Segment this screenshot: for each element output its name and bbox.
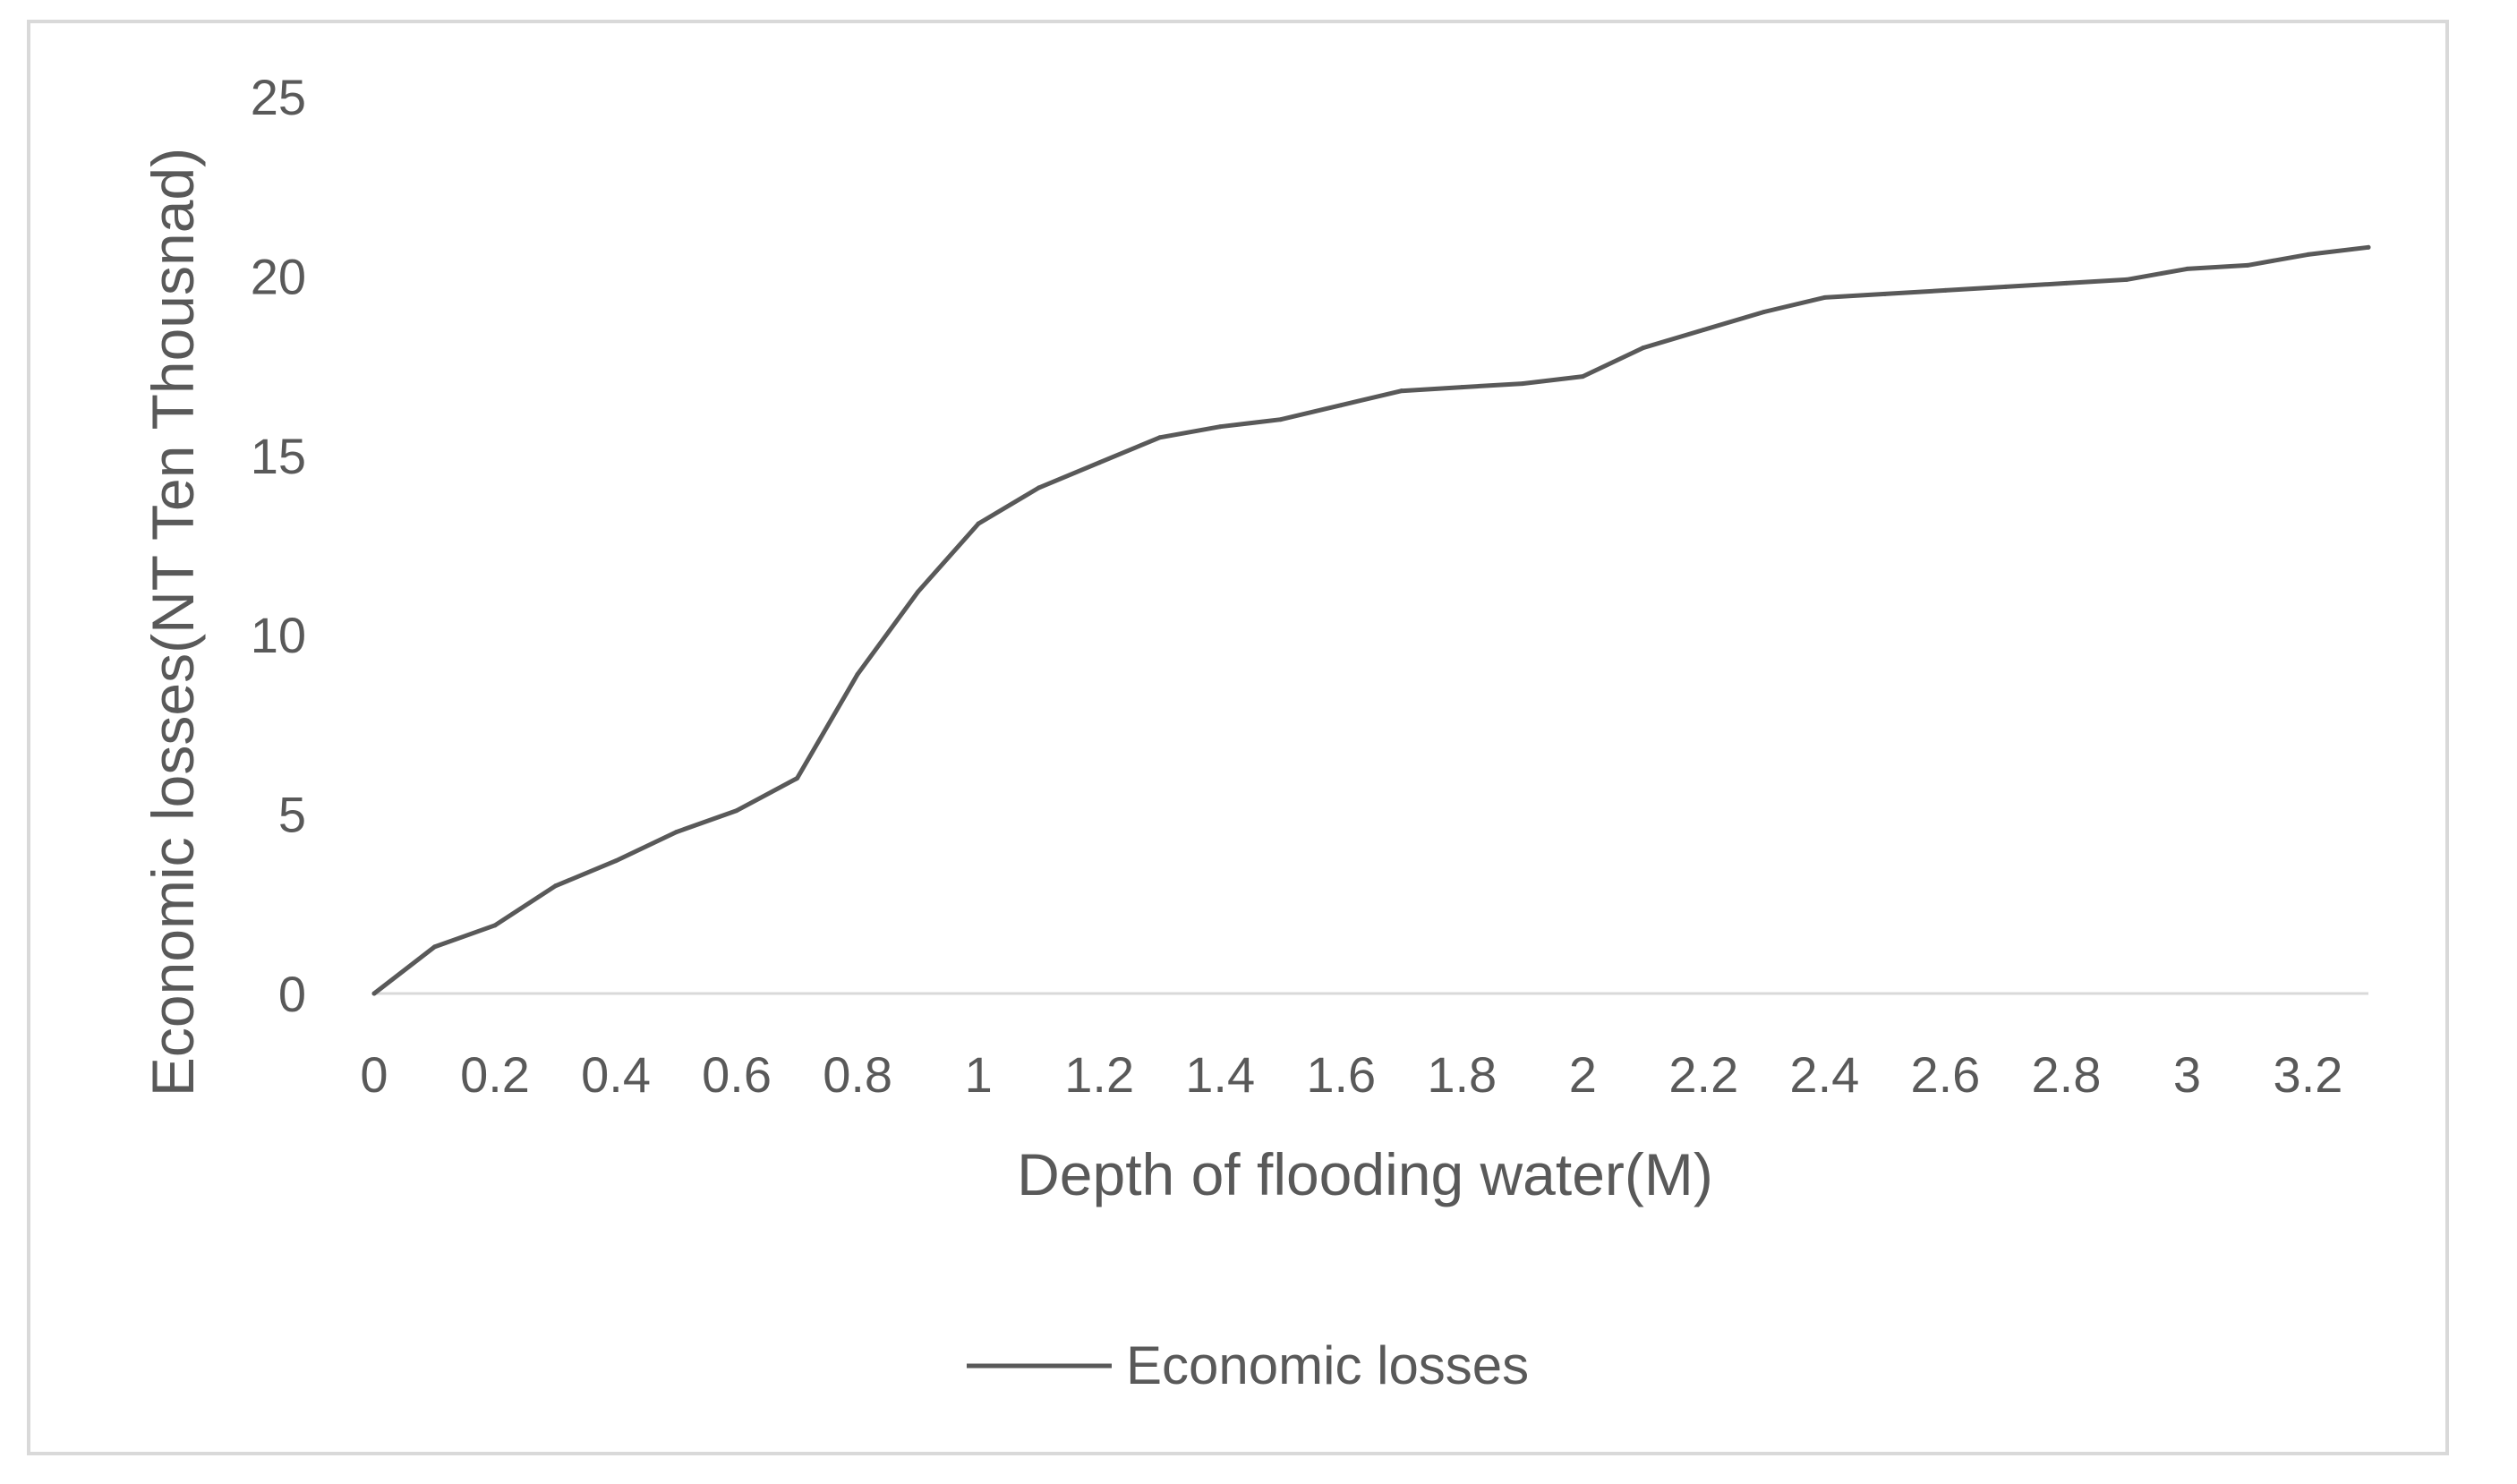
data-point <box>855 671 860 677</box>
x-tick-label: 1.8 <box>1427 1046 1497 1103</box>
data-point <box>2003 284 2009 289</box>
x-tick-label: 2 <box>1569 1046 1597 1103</box>
data-point <box>1157 435 1163 440</box>
data-point <box>734 808 739 814</box>
y-tick-label: 25 <box>251 69 306 125</box>
x-tick-label: 0.2 <box>460 1046 530 1103</box>
data-point <box>371 991 377 996</box>
legend: Economic losses <box>967 1335 1529 1395</box>
x-tick-label: 1 <box>965 1046 993 1103</box>
data-point <box>492 923 498 928</box>
legend-label: Economic losses <box>1126 1335 1529 1395</box>
data-point <box>916 589 921 594</box>
x-tick-label: 3.2 <box>2274 1046 2343 1103</box>
data-point <box>1037 485 1042 490</box>
x-tick-label: 0.6 <box>702 1046 772 1103</box>
x-tick-label: 1.2 <box>1064 1046 1134 1103</box>
data-point <box>795 776 800 781</box>
y-axis-ticks: 0 5 10 15 20 25 <box>251 69 306 1022</box>
x-tick-label: 0 <box>360 1046 388 1103</box>
data-point <box>1942 287 1948 293</box>
data-point <box>613 858 619 864</box>
data-point <box>2184 266 2189 271</box>
data-point <box>1580 374 1585 380</box>
data-point <box>1641 345 1646 351</box>
x-tick-label: 0.4 <box>581 1046 651 1103</box>
x-axis-ticks: 0 0.2 0.4 0.6 0.8 1 1.2 1.4 1.6 1.8 2 2.2 2.4 2.6 2.8 3… <box>360 1046 2342 1103</box>
data-point <box>1701 328 1706 333</box>
y-axis-title: Economic losses(NT Ten Thousnad) <box>140 148 206 1096</box>
data-point <box>553 883 559 889</box>
x-tick-label: 0.8 <box>823 1046 892 1103</box>
data-point <box>1217 424 1223 430</box>
chart-frame <box>27 20 2449 1455</box>
data-point <box>1882 291 1888 296</box>
y-tick-label: 5 <box>278 787 306 843</box>
data-point <box>2366 244 2371 250</box>
x-tick-label: 2.6 <box>1910 1046 1980 1103</box>
data-point <box>2245 262 2250 268</box>
series-line <box>371 244 2371 996</box>
data-point <box>1459 385 1464 390</box>
x-tick-label: 1.6 <box>1306 1046 1376 1103</box>
data-point <box>1399 388 1404 394</box>
y-tick-label: 10 <box>251 607 306 663</box>
data-point <box>1338 403 1344 408</box>
data-point <box>1278 417 1284 422</box>
y-tick-label: 0 <box>278 966 306 1022</box>
x-tick-label: 3 <box>2173 1046 2201 1103</box>
data-point <box>2063 280 2069 286</box>
x-tick-label: 2.8 <box>2031 1046 2101 1103</box>
data-point <box>1822 294 1827 300</box>
data-point <box>1520 381 1525 387</box>
x-tick-label: 1.4 <box>1185 1046 1255 1103</box>
data-point <box>674 830 679 835</box>
data-point <box>432 944 438 950</box>
data-point <box>2124 277 2129 282</box>
x-tick-label: 2.4 <box>1789 1046 1859 1103</box>
data-point <box>2305 252 2310 257</box>
data-point <box>1096 460 1102 465</box>
series-layer <box>371 244 2371 996</box>
x-tick-label: 2.2 <box>1668 1046 1738 1103</box>
x-axis-title: Depth of flooding water(M) <box>1017 1141 1713 1207</box>
data-point <box>1762 309 1767 314</box>
y-tick-label: 15 <box>251 428 306 484</box>
data-point <box>976 521 981 526</box>
y-tick-label: 20 <box>251 248 306 304</box>
